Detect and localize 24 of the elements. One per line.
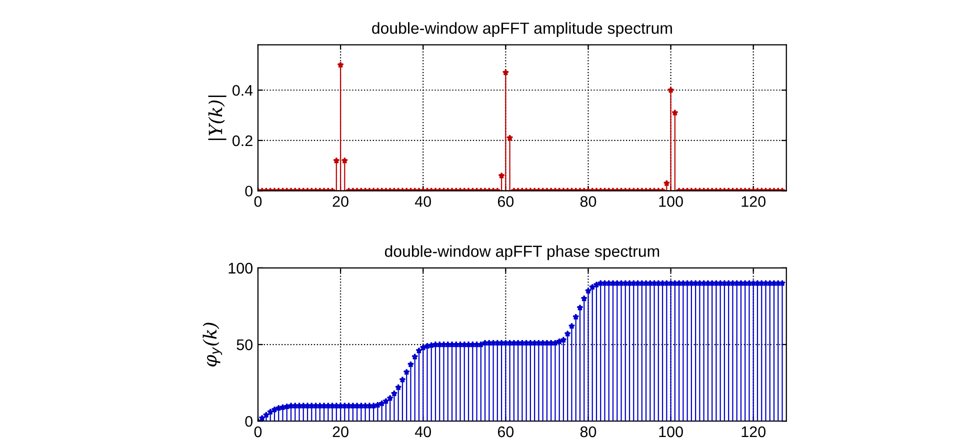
x-tick-label: 80 [580, 196, 596, 207]
y-tick-label: 0 [245, 416, 253, 427]
x-tick-label: 100 [659, 426, 683, 438]
x-tick-label: 20 [332, 426, 348, 438]
y-tick-label: 100 [228, 262, 253, 274]
x-tick-label: 40 [414, 426, 431, 438]
y-tick-label: 50 [236, 339, 253, 350]
x-tick-label: 20 [332, 196, 348, 207]
x-tick-label: 60 [498, 426, 514, 438]
x-tick-label: 100 [659, 196, 683, 207]
y-axis-title: |Y(k)| [208, 96, 226, 140]
chart-title: double-window apFFT amplitude spectrum [372, 22, 672, 38]
x-tick-label: 60 [498, 196, 514, 207]
y-tick-label: 0.2 [232, 135, 252, 146]
x-tick-label: 0 [254, 426, 262, 438]
x-tick-label: 120 [742, 196, 766, 207]
y-axis-title: φ$_{y}$(k) [202, 322, 222, 366]
x-tick-label: 120 [742, 426, 766, 438]
x-tick-label: 80 [580, 426, 596, 438]
x-tick-label: 40 [414, 196, 431, 207]
y-tick-label: 0 [245, 186, 253, 197]
x-tick-label: 0 [254, 196, 262, 207]
y-tick-label: 0.4 [232, 84, 253, 96]
chart-title: double-window apFFT phase spectrum [384, 245, 660, 260]
